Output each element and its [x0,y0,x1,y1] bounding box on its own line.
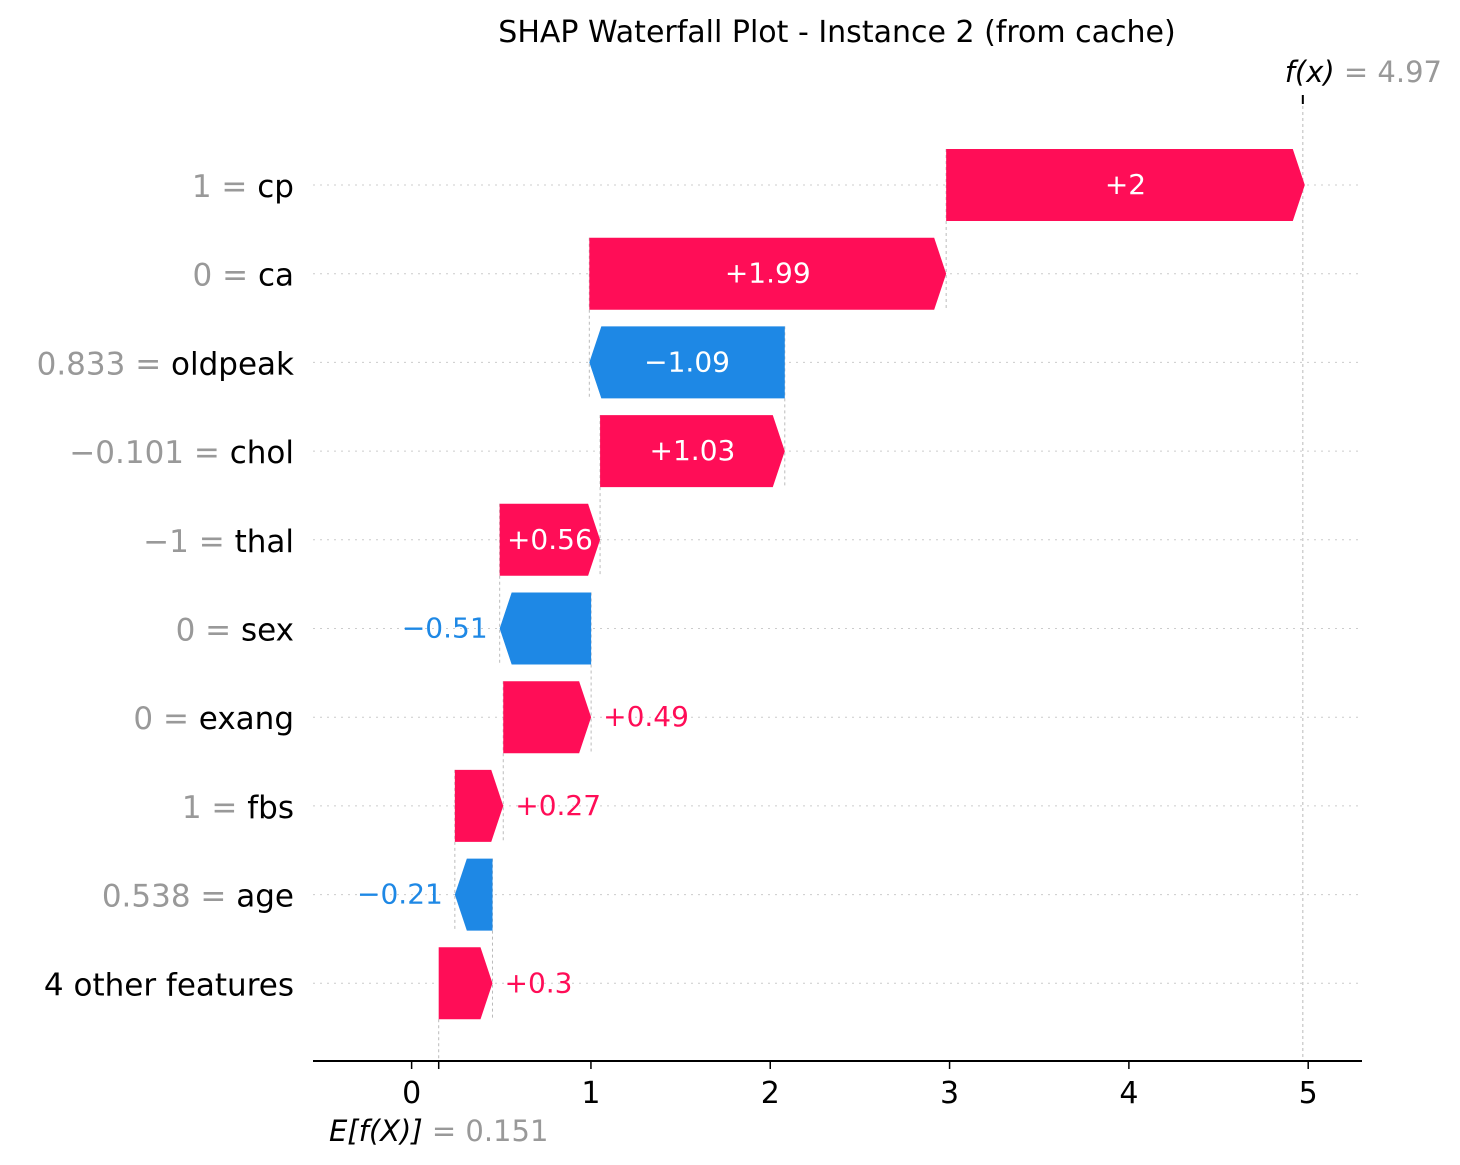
feature-label: 4 other features [44,967,294,1003]
feature-name: ca [258,258,294,294]
bar-value-label: +1.99 [725,257,811,290]
feature-name: age [236,879,294,915]
bar-value-label: −0.21 [357,878,443,911]
bar-exang [503,681,592,754]
feature-label: 1 = fbs [182,790,294,826]
bar-value-label: +0.49 [603,700,689,733]
feature-value: 0 = [176,613,241,649]
feature-label: 1 = cp [192,169,294,205]
bar-value-label: +0.3 [504,966,572,999]
bar-oldpeak [589,326,785,399]
feature-name: thal [235,524,294,560]
output-value-expr: f(x) [1285,55,1344,89]
bar-value-label: −1.09 [644,345,730,378]
feature-labels: 1 = cp 0 = ca 0.833 = oldpeak −0.101 = chol… [37,169,294,1003]
bar-ca [589,237,947,310]
feature-name: sex [241,613,294,649]
bar-value-label: −0.51 [402,612,488,645]
bar-value-label: +1.03 [650,434,736,467]
feature-name: chol [230,435,294,471]
feature-name: oldpeak [171,346,294,382]
base-value-label: E[f(X)] = 0.151 [329,1114,548,1148]
feature-value: 0.833 = [37,346,171,382]
bar-cp [946,149,1305,221]
bar-sex [499,592,592,665]
base-value-expr: E[f(X)] [329,1114,432,1148]
feature-label: −0.101 = chol [69,435,294,471]
x-tick-label: 2 [761,1076,780,1111]
feature-value: 1 = [192,169,257,205]
feature-label: 0 = ca [193,258,294,294]
feature-value: −0.101 = [69,435,229,471]
annotations: E[f(X)] = 0.151 f(x) = 4.97 [329,55,1442,1148]
feature-label: 0 = exang [133,701,294,737]
feature-label: 0.833 = oldpeak [37,346,294,382]
chart-title: SHAP Waterfall Plot - Instance 2 (from c… [498,15,1175,50]
bars: +2 +1.99 −1.09 +1.03 +0.56 −0.51 +0.49 +0.27 −0.… [357,149,1305,1020]
feature-value: 0 = [193,258,258,294]
bar-age [454,858,493,931]
x-tick-label: 3 [940,1076,959,1111]
feature-value: −1 = [143,524,234,560]
x-axis: 0 1 2 3 4 5 [313,1060,1362,1111]
feature-name: exang [199,701,294,737]
bar-value-label: +2 [1105,168,1146,201]
feature-label: 0 = sex [176,613,294,649]
output-value-label: f(x) = 4.97 [1285,55,1442,89]
x-tick-label: 4 [1119,1076,1138,1111]
output-value-number: = 4.97 [1344,55,1442,89]
bar-value-label: +0.56 [507,523,593,556]
bar-fbs [454,769,504,842]
x-tick-label: 0 [402,1076,421,1111]
feature-value: 0.538 = [102,879,236,915]
bar-chol [600,415,785,488]
x-tick-label: 1 [581,1076,600,1111]
feature-name: fbs [247,790,294,826]
x-tick-label: 5 [1299,1076,1318,1111]
feature-value: 1 = [182,790,247,826]
feature-name: 4 other features [44,967,294,1003]
feature-label: −1 = thal [143,524,294,560]
feature-name: cp [257,169,294,205]
bar-value-label: +0.27 [515,789,601,822]
bar-thal [499,503,601,576]
feature-label: 0.538 = age [102,879,294,915]
base-value-number: = 0.151 [432,1114,549,1148]
bar-4-other-features [438,947,493,1020]
feature-value: 0 = [133,701,198,737]
